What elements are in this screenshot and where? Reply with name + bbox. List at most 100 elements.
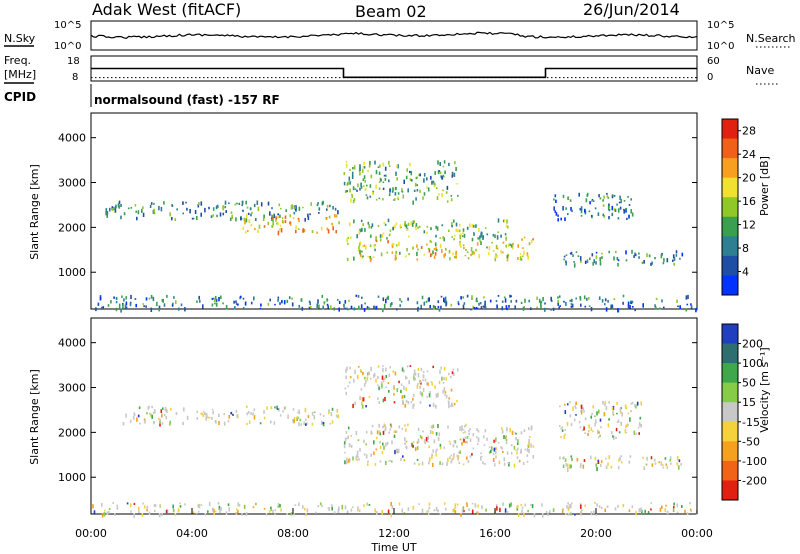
echo-cell <box>250 208 252 211</box>
echo-cell <box>605 406 608 411</box>
echo-cell <box>596 411 598 416</box>
echo-cell <box>218 413 220 418</box>
echo-cell <box>236 414 238 419</box>
echo-cell <box>350 508 353 512</box>
echo-cell <box>316 203 319 207</box>
echo-cell <box>564 217 566 221</box>
echo-cell <box>159 419 161 422</box>
echo-cell <box>513 463 516 468</box>
echo-cell <box>510 295 512 298</box>
echo-cell <box>228 507 231 512</box>
echo-cell <box>211 507 214 512</box>
echo-cell <box>580 407 583 411</box>
echo-cell <box>460 513 462 517</box>
echo-cell <box>496 235 499 240</box>
echo-cell <box>512 245 514 250</box>
echo-cell <box>122 304 124 309</box>
echo-cell <box>202 414 205 418</box>
freq-panel: Freq. [MHz] 18 8 60 0 Nave <box>4 54 780 85</box>
echo-cell <box>407 188 409 193</box>
echo-cell <box>404 403 407 408</box>
echo-cell <box>279 414 282 417</box>
echo-cell <box>426 186 428 189</box>
echo-cell <box>208 416 211 419</box>
echo-cell <box>446 200 449 203</box>
echo-cell <box>211 408 214 411</box>
echo-cell <box>526 252 529 257</box>
echo-cell <box>159 420 161 424</box>
echo-cell <box>457 229 459 233</box>
echo-cell <box>506 219 508 224</box>
echo-cell <box>281 217 284 219</box>
echo-cell <box>177 508 180 513</box>
echo-cell <box>391 440 393 445</box>
echo-cell <box>118 205 121 209</box>
echo-cell <box>689 508 692 511</box>
echo-cell <box>437 392 439 398</box>
echo-cell <box>352 186 355 191</box>
echo-cell <box>471 502 474 505</box>
echo-cell <box>466 251 469 254</box>
xtick-label: 04:00 <box>176 527 208 540</box>
colorbar-tick-label: 50 <box>742 377 756 390</box>
echo-cell <box>459 236 462 240</box>
echo-cell <box>363 453 366 456</box>
echo-cell <box>255 218 257 222</box>
echo-cell <box>640 424 643 428</box>
echo-cell <box>455 251 457 256</box>
echo-cell <box>602 213 605 217</box>
echo-cell <box>606 195 609 198</box>
echo-cell <box>357 249 360 252</box>
echo-cell <box>196 300 198 303</box>
echo-cell <box>423 173 426 177</box>
echo-cell <box>417 226 419 229</box>
echo-cell <box>267 302 270 306</box>
echo-cell <box>192 217 195 220</box>
echo-cell <box>514 431 517 434</box>
echo-cell <box>650 262 652 266</box>
echo-cell <box>676 299 678 303</box>
echo-cell <box>284 220 287 224</box>
echo-cell <box>453 453 455 458</box>
echo-cell <box>224 200 227 205</box>
echo-cell <box>363 308 366 312</box>
echo-cell <box>320 420 323 425</box>
echo-cell <box>344 437 347 442</box>
echo-cell <box>454 256 456 259</box>
echo-cell <box>630 402 633 405</box>
echo-cell <box>573 263 576 268</box>
echo-cell <box>640 507 642 512</box>
echo-cell <box>406 168 408 172</box>
echo-cell <box>612 411 614 415</box>
echo-cell <box>170 408 172 411</box>
echo-cell <box>602 199 604 202</box>
echo-cell <box>406 228 409 231</box>
echo-cell <box>331 506 333 511</box>
echo-cell <box>366 463 369 466</box>
echo-cell <box>366 306 369 309</box>
echo-cell <box>453 238 455 241</box>
echo-cell <box>142 206 144 209</box>
echo-cell <box>483 444 486 446</box>
echo-cell <box>332 226 334 231</box>
echo-cell <box>327 229 330 234</box>
echo-cell <box>437 300 440 304</box>
echo-cell <box>458 223 461 227</box>
echo-cell <box>630 209 632 214</box>
echo-cell <box>333 511 336 514</box>
echo-cell <box>504 436 507 440</box>
echo-cell <box>348 459 350 463</box>
echo-cell <box>481 505 483 510</box>
echo-cell <box>357 295 360 298</box>
echo-cell <box>453 508 456 512</box>
echo-cell <box>440 305 442 310</box>
echo-cell <box>472 447 475 450</box>
echo-cell <box>115 297 118 300</box>
echo-cell <box>353 165 356 170</box>
echo-cell <box>589 257 591 260</box>
echo-cell <box>628 509 631 513</box>
echo-cell <box>238 202 241 205</box>
echo-cell <box>242 226 245 230</box>
echo-cell <box>467 257 470 260</box>
echo-cell <box>635 405 637 409</box>
